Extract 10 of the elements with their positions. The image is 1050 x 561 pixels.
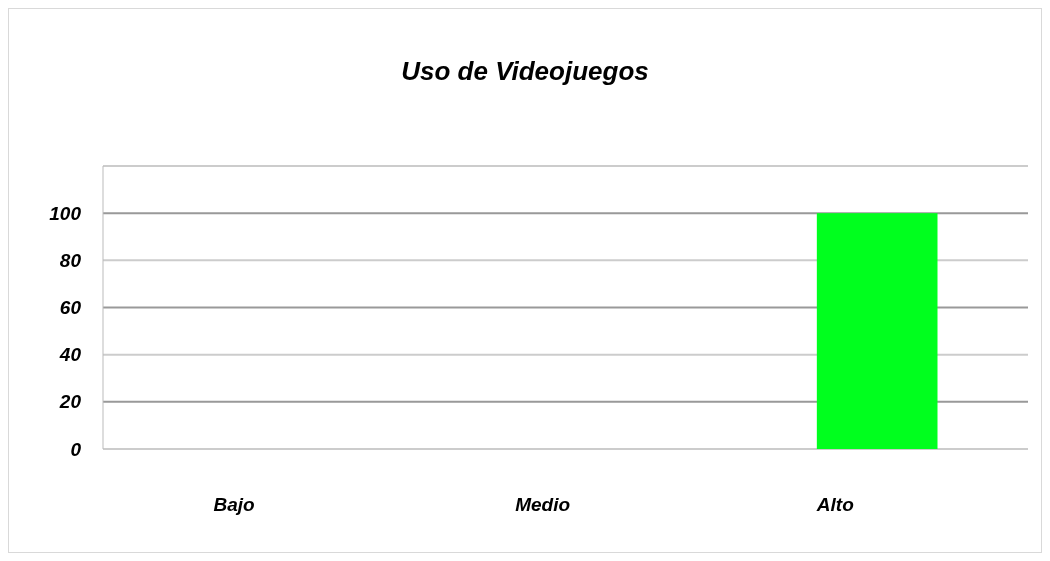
y-tick-label: 0 xyxy=(70,438,82,460)
y-tick-label: 100 xyxy=(49,202,82,224)
chart-title: Uso de Videojuegos xyxy=(401,56,649,86)
x-tick-label: Alto xyxy=(815,494,854,515)
x-tick-label: Bajo xyxy=(213,494,255,515)
y-tick-label: 80 xyxy=(59,249,82,271)
y-tick-label: 40 xyxy=(58,344,82,366)
y-tick-label: 20 xyxy=(58,391,82,413)
x-tick-label: Medio xyxy=(515,494,571,515)
y-tick-label: 60 xyxy=(59,297,82,319)
